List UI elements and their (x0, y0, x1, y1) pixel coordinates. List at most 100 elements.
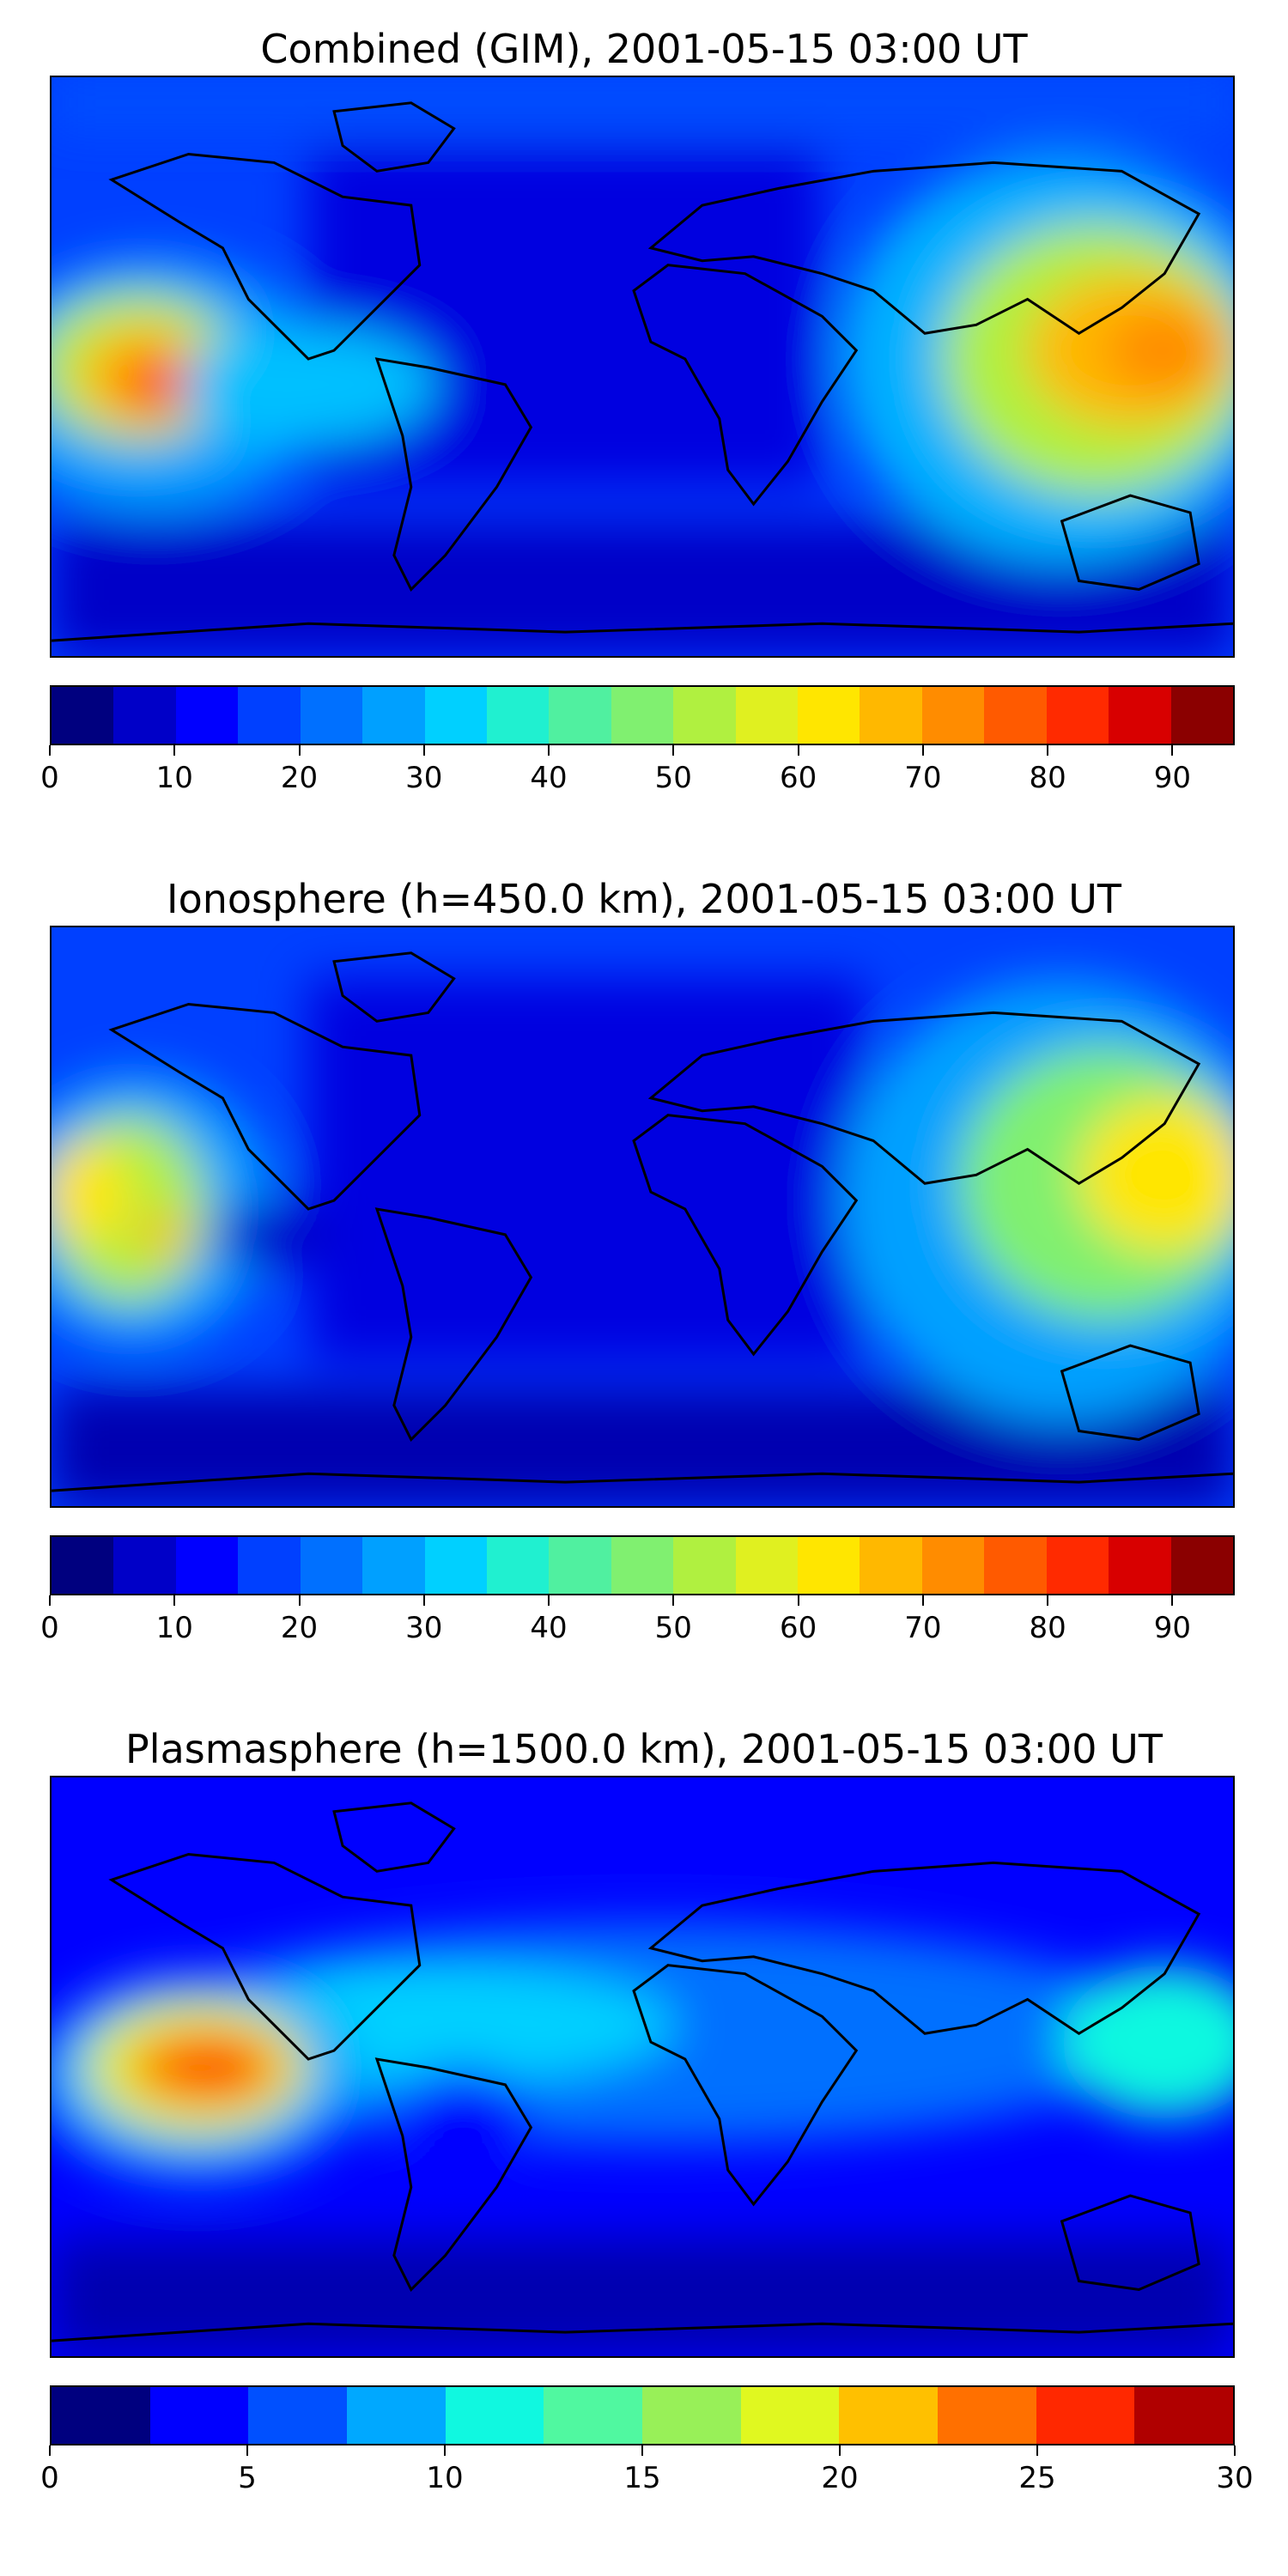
colorbar-swatch (611, 1537, 674, 1594)
colorbar-swatch (549, 1537, 611, 1594)
tick-label: 90 (1153, 1611, 1191, 1645)
tec-map-graphic (52, 77, 1233, 656)
colorbar-swatch (175, 687, 239, 744)
colorbar-swatch (740, 2387, 840, 2444)
tick-label: 60 (779, 761, 817, 795)
colorbar-swatch (860, 687, 922, 744)
tec-map-graphic (52, 1777, 1233, 2356)
colorbar-swatch (52, 687, 114, 744)
tick-mark (839, 2445, 841, 2456)
colorbar-swatch (1036, 2387, 1135, 2444)
colorbar-swatch (735, 1537, 799, 1594)
tick-mark (921, 1595, 924, 1606)
tick-mark (422, 745, 425, 756)
tick-mark (1171, 745, 1174, 756)
tick-mark (49, 2445, 51, 2456)
tick-mark (1047, 745, 1049, 756)
colorbar-swatch (938, 2387, 1036, 2444)
colorbar-swatch (642, 2387, 741, 2444)
colorbar-swatch (175, 1537, 239, 1594)
panel-title: Combined (GIM), 2001-05-15 03:00 UT (260, 26, 1028, 72)
colorbar-swatch (1170, 1537, 1234, 1594)
colorbar-swatch (984, 687, 1047, 744)
tick-mark (921, 745, 924, 756)
tick-mark (298, 745, 301, 756)
colorbar-swatch (347, 2387, 446, 2444)
colorbar-swatch (113, 687, 176, 744)
tick-label: 80 (1029, 1611, 1066, 1645)
tick-mark (246, 2445, 248, 2456)
tick-label: 15 (623, 2461, 661, 2495)
colorbar-swatch (1046, 1537, 1109, 1594)
colorbar-ticks: 0 10 20 30 40 50 60 70 80 90 (40, 745, 1235, 797)
colorbar-swatch (238, 1537, 301, 1594)
colorbar-swatch (248, 2387, 348, 2444)
tick-label: 30 (1216, 2461, 1254, 2495)
tick-mark (548, 1595, 550, 1606)
tec-map-graphic (52, 927, 1233, 1506)
tick-label: 50 (654, 1611, 692, 1645)
tick-label: 60 (779, 1611, 817, 1645)
colorbar-swatch (673, 1537, 736, 1594)
colorbar-swatch (860, 1537, 922, 1594)
colorbar-swatch (238, 687, 301, 744)
colorbar-swatch (544, 2387, 643, 2444)
colorbar-swatch (1134, 2387, 1234, 2444)
tick-mark (444, 2445, 446, 2456)
colorbar-swatch (611, 687, 674, 744)
colorbar-swatch (113, 1537, 176, 1594)
tick-label: 20 (280, 761, 319, 795)
tick-mark (797, 745, 799, 756)
tick-mark (548, 745, 550, 756)
colorbar-swatch (362, 1537, 425, 1594)
tick-label: 40 (530, 761, 568, 795)
tick-label: 30 (405, 1611, 443, 1645)
tick-label: 70 (904, 1611, 942, 1645)
tick-mark (173, 1595, 176, 1606)
tick-mark (298, 1595, 301, 1606)
colorbar-swatch (1109, 1537, 1171, 1594)
colorbar-swatch (798, 687, 860, 744)
tick-mark (173, 745, 176, 756)
colorbar (50, 2385, 1235, 2445)
coastlines (52, 951, 1233, 1492)
colorbar-swatch (424, 1537, 487, 1594)
tick-label: 5 (238, 2461, 257, 2495)
tick-mark (672, 745, 675, 756)
colorbar-swatch (1046, 687, 1109, 744)
tick-label: 10 (155, 1611, 193, 1645)
tick-label: 50 (654, 761, 692, 795)
tick-label: 40 (530, 1611, 568, 1645)
colorbar-ticks: 0 10 20 30 40 50 60 70 80 90 (40, 1595, 1235, 1647)
colorbar-swatch (673, 687, 736, 744)
colorbar-swatch (362, 687, 425, 744)
tick-mark (422, 1595, 425, 1606)
tick-mark (49, 1595, 51, 1606)
colorbar-swatch (1170, 687, 1234, 744)
tick-label: 0 (40, 1611, 59, 1645)
colorbar-swatch (52, 1537, 114, 1594)
panel-title: Ionosphere (h=450.0 km), 2001-05-15 03:0… (167, 876, 1121, 922)
colorbar-swatch (839, 2387, 939, 2444)
colorbar-swatch (984, 1537, 1047, 1594)
colorbar-swatch (52, 2387, 150, 2444)
colorbar-swatch (300, 687, 363, 744)
colorbar-ticks: 0 5 10 15 20 25 30 (40, 2445, 1254, 2497)
colorbar-swatch (921, 687, 985, 744)
colorbar-swatch (149, 2387, 249, 2444)
colorbar-swatch (735, 687, 799, 744)
colorbar (50, 685, 1235, 745)
colorbar-swatch (798, 1537, 860, 1594)
colorbar-swatch (486, 687, 550, 744)
colorbar-swatch (300, 1537, 363, 1594)
coastlines (52, 1801, 1233, 2342)
tick-label: 25 (1018, 2461, 1056, 2495)
tick-label: 20 (280, 1611, 319, 1645)
colorbar-swatch (424, 687, 487, 744)
colorbar-swatch (1109, 687, 1171, 744)
tick-mark (672, 1595, 675, 1606)
tick-mark (1234, 2445, 1236, 2456)
colorbar-swatch (921, 1537, 985, 1594)
tick-mark (1036, 2445, 1038, 2456)
tick-label: 0 (40, 2461, 59, 2495)
